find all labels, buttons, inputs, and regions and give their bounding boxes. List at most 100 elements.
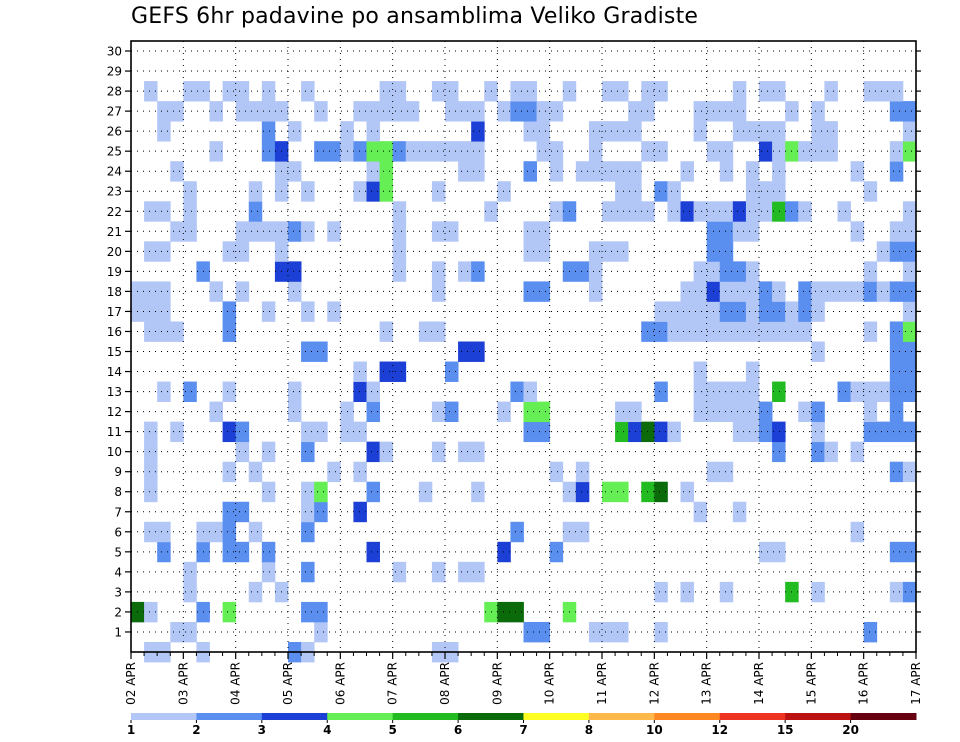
heatmap-cell (157, 301, 171, 322)
heatmap-cell (458, 161, 472, 182)
heatmap-cell (314, 481, 328, 503)
heatmap-cell (902, 461, 917, 483)
heatmap-cell (261, 141, 276, 162)
y-tick-label: 23 (107, 185, 122, 199)
heatmap-cell (248, 461, 263, 483)
heatmap-cell (301, 81, 315, 102)
heatmap-cell (222, 501, 237, 523)
heatmap-cell (144, 601, 158, 623)
heatmap-cell (615, 401, 629, 423)
heatmap-cell (602, 621, 616, 643)
heatmap-cell (235, 421, 250, 443)
heatmap-cell (745, 201, 760, 222)
y-tick-label: 12 (107, 405, 122, 419)
heatmap-cell (667, 421, 681, 443)
heatmap-cell (471, 481, 485, 503)
heatmap-cell (602, 201, 616, 222)
heatmap-cell (261, 101, 276, 122)
heatmap-cell (902, 221, 917, 242)
heatmap-cell (811, 581, 825, 603)
heatmap-cell (536, 401, 551, 423)
heatmap-cell (222, 321, 237, 342)
heatmap-cell (301, 341, 315, 362)
y-tick-label: 30 (107, 45, 122, 59)
heatmap-cell (811, 281, 825, 302)
heatmap-cell (549, 101, 564, 122)
heatmap-cell (588, 161, 603, 182)
heatmap-cell (588, 241, 603, 262)
colorbar-segment (196, 713, 263, 720)
colorbar-label: 3 (258, 723, 266, 737)
heatmap-cell (759, 301, 773, 322)
colorbar-segment (392, 713, 459, 720)
heatmap-cell (327, 221, 341, 242)
heatmap-cell (798, 141, 812, 162)
heatmap-cell (314, 141, 328, 162)
heatmap-cell (523, 121, 537, 142)
heatmap-cell (431, 281, 446, 302)
heatmap-cell (379, 181, 394, 202)
x-tick-label: 16 APR (857, 662, 871, 705)
heatmap-cell (889, 361, 904, 382)
heatmap-cell (523, 221, 537, 242)
heatmap-cell (536, 421, 551, 443)
heatmap-cell (235, 241, 250, 262)
heatmap-cell (510, 81, 524, 102)
heatmap-cell (824, 141, 838, 162)
heatmap-cell (471, 141, 485, 162)
y-tick-label: 17 (107, 305, 122, 319)
heatmap-cell (157, 121, 171, 142)
heatmap-cell (144, 281, 158, 302)
heatmap-cell (745, 261, 760, 282)
heatmap-cell (222, 521, 237, 543)
heatmap-cell (732, 221, 747, 242)
colorbar-segment (850, 713, 917, 720)
heatmap-cell (183, 381, 197, 402)
heatmap-cell (745, 161, 760, 182)
heatmap-cell (719, 101, 734, 122)
colorbar-label: 2 (192, 723, 200, 737)
heatmap-cell (811, 141, 825, 162)
colorbar-segment (785, 713, 852, 720)
heatmap-cell (445, 361, 459, 382)
heatmap-cell (889, 421, 904, 443)
heatmap-cell (772, 421, 786, 443)
heatmap-cell (745, 321, 760, 342)
heatmap-cell (693, 361, 708, 382)
heatmap-cell (366, 181, 380, 202)
heatmap-cell (235, 221, 250, 242)
heatmap-cell (353, 361, 367, 382)
heatmap-cell (615, 81, 629, 102)
heatmap-cell (497, 401, 511, 423)
heatmap-cell (772, 321, 786, 342)
heatmap-cell (863, 421, 878, 443)
heatmap-cell (144, 421, 158, 443)
heatmap-cell (628, 181, 642, 202)
colorbar-label: 8 (585, 723, 593, 737)
heatmap-cell (157, 281, 171, 302)
heatmap-cell (602, 161, 616, 182)
heatmap-cell (379, 361, 394, 382)
heatmap-cell (863, 281, 878, 302)
heatmap-cell (745, 181, 760, 202)
heatmap-cell (144, 441, 158, 463)
heatmap-cell (772, 141, 786, 162)
heatmap-cell (261, 541, 276, 563)
heatmap-cell (549, 161, 564, 182)
y-tick-label: 27 (107, 105, 122, 119)
y-tick-label: 3 (114, 585, 122, 599)
colorbar-label: 5 (388, 723, 396, 737)
heatmap-cell (811, 401, 825, 423)
heatmap-cell (209, 401, 223, 423)
heatmap-cell (667, 201, 681, 222)
heatmap-cell (745, 121, 760, 142)
heatmap-cell (366, 401, 380, 423)
heatmap-cell (772, 441, 786, 463)
heatmap-cell (144, 461, 158, 483)
heatmap-cell (431, 261, 446, 282)
heatmap-cell (615, 621, 629, 643)
heatmap-cell (889, 161, 904, 182)
heatmap-cell (902, 121, 917, 142)
heatmap-cell (902, 541, 917, 563)
heatmap-cell (144, 481, 158, 503)
